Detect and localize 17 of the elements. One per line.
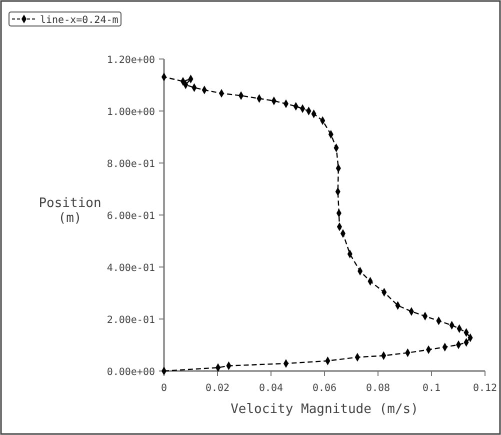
x-tick-label: 0.06 bbox=[312, 383, 337, 394]
y-tick-label: 1.20e+00 bbox=[106, 55, 155, 66]
y-tick-label: 2.00e-01 bbox=[106, 315, 155, 326]
x-tick-label: 0.1 bbox=[422, 383, 441, 394]
x-axis-title: Velocity Magnitude (m/s) bbox=[230, 402, 418, 417]
y-axis-title: Position (m) bbox=[38, 196, 102, 226]
y-tick-label: 1.00e+00 bbox=[106, 107, 155, 118]
x-tick-label: 0.02 bbox=[205, 383, 230, 394]
x-tick-label: 0.08 bbox=[366, 383, 390, 394]
y-tick-label: 8.00e-01 bbox=[106, 159, 155, 170]
legend-label: line-x=0.24-m bbox=[40, 15, 118, 26]
y-tick-label: 4.00e-01 bbox=[106, 263, 155, 274]
x-tick-label: 0.04 bbox=[258, 383, 284, 394]
y-tick-label: 0.00e+00 bbox=[106, 367, 155, 378]
y-tick-label: 6.00e-01 bbox=[106, 211, 155, 222]
x-tick-label: 0 bbox=[160, 383, 168, 394]
x-tick-label: 0.12 bbox=[472, 383, 498, 394]
